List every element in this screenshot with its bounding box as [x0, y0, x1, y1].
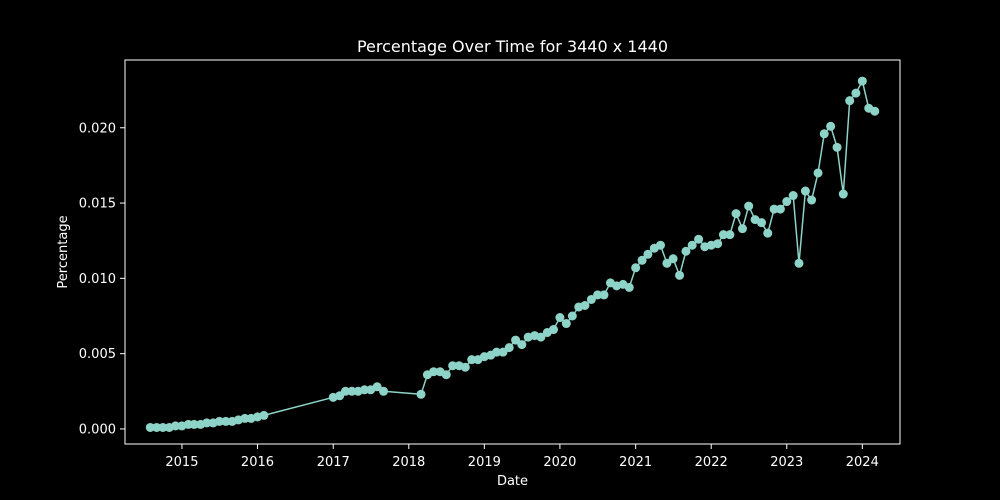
x-tick-label: 2019	[468, 455, 501, 470]
y-tick-label: 0.000	[79, 422, 116, 437]
y-tick-label: 0.015	[79, 197, 116, 212]
data-point	[782, 197, 792, 207]
data-point	[694, 234, 704, 244]
y-tick-label: 0.005	[79, 347, 116, 362]
y-tick-label: 0.010	[79, 272, 116, 287]
data-point	[240, 413, 250, 423]
data-point	[656, 240, 665, 250]
data-point	[498, 347, 508, 357]
data-point	[681, 246, 691, 256]
data-point	[800, 186, 810, 196]
data-point	[794, 258, 804, 268]
data-point	[171, 421, 181, 431]
x-tick-label: 2020	[543, 455, 576, 470]
data-point	[788, 191, 798, 201]
data-point	[757, 218, 767, 228]
data-point	[548, 325, 558, 335]
data-point	[259, 410, 269, 420]
x-axis: 2015 2016 2017 2018 2019 2020 2021 2022 2023 2024	[165, 444, 879, 470]
data-point	[580, 300, 590, 310]
data-point	[713, 239, 723, 249]
data-point	[145, 422, 155, 432]
data-point	[838, 189, 848, 199]
y-tick-label: 0.020	[79, 121, 116, 136]
data-point	[372, 382, 382, 392]
data-point	[561, 319, 571, 329]
data-point	[744, 201, 754, 211]
data-point	[511, 335, 521, 345]
x-tick-label: 2017	[317, 455, 350, 470]
data-point	[624, 282, 634, 292]
x-tick-label: 2015	[165, 455, 198, 470]
data-point	[687, 240, 697, 250]
x-axis-title: Date	[497, 474, 528, 489]
data-point	[347, 386, 357, 396]
x-tick-label: 2016	[241, 455, 274, 470]
data-point	[775, 204, 785, 214]
data-point	[460, 362, 470, 372]
x-tick-label: 2018	[392, 455, 425, 470]
data-point	[586, 294, 596, 304]
data-point	[416, 389, 426, 399]
data-point	[637, 255, 647, 265]
x-tick-label: 2024	[846, 455, 879, 470]
axes-frame	[124, 59, 901, 445]
data-point	[555, 313, 565, 323]
data-point	[340, 386, 350, 396]
data-point	[870, 106, 880, 116]
data-point	[567, 311, 577, 321]
chart-title: Percentage Over Time for 3440 x 1440	[357, 37, 668, 56]
data-point	[152, 422, 162, 432]
data-point	[593, 290, 603, 300]
data-point	[189, 419, 199, 429]
x-tick-label: 2023	[770, 455, 803, 470]
data-point	[517, 340, 527, 350]
data-point	[467, 355, 477, 365]
data-point	[379, 386, 389, 396]
data-point	[807, 195, 817, 205]
y-axis-title: Percentage	[56, 215, 71, 288]
data-point	[832, 142, 842, 152]
data-point	[158, 422, 168, 432]
data-point	[769, 204, 779, 214]
data-point	[492, 347, 502, 357]
data-point	[826, 121, 836, 131]
data-point	[221, 416, 231, 426]
data-point	[504, 343, 514, 353]
data-point	[845, 96, 855, 106]
data-point	[813, 168, 823, 178]
data-point	[819, 129, 829, 139]
plot-area	[145, 76, 880, 432]
x-tick-label: 2022	[695, 455, 728, 470]
data-point	[725, 230, 735, 240]
data-point	[851, 88, 861, 98]
data-point	[448, 361, 458, 371]
data-point	[662, 258, 672, 268]
data-point	[643, 249, 653, 259]
y-axis: 0.000 0.005 0.010 0.015 0.020	[79, 121, 125, 437]
data-point	[675, 270, 685, 280]
data-point	[429, 367, 439, 377]
data-point	[718, 230, 728, 240]
data-point	[737, 224, 747, 234]
data-point	[214, 416, 224, 426]
data-point	[441, 370, 451, 380]
data-point	[202, 418, 212, 428]
data-point	[536, 332, 546, 342]
x-tick-label: 2021	[619, 455, 652, 470]
data-point	[857, 76, 867, 86]
data-point	[599, 290, 609, 300]
data-point	[631, 263, 641, 273]
data-point	[731, 209, 741, 219]
data-point	[360, 385, 369, 395]
data-point	[668, 254, 678, 264]
data-point	[763, 228, 773, 238]
